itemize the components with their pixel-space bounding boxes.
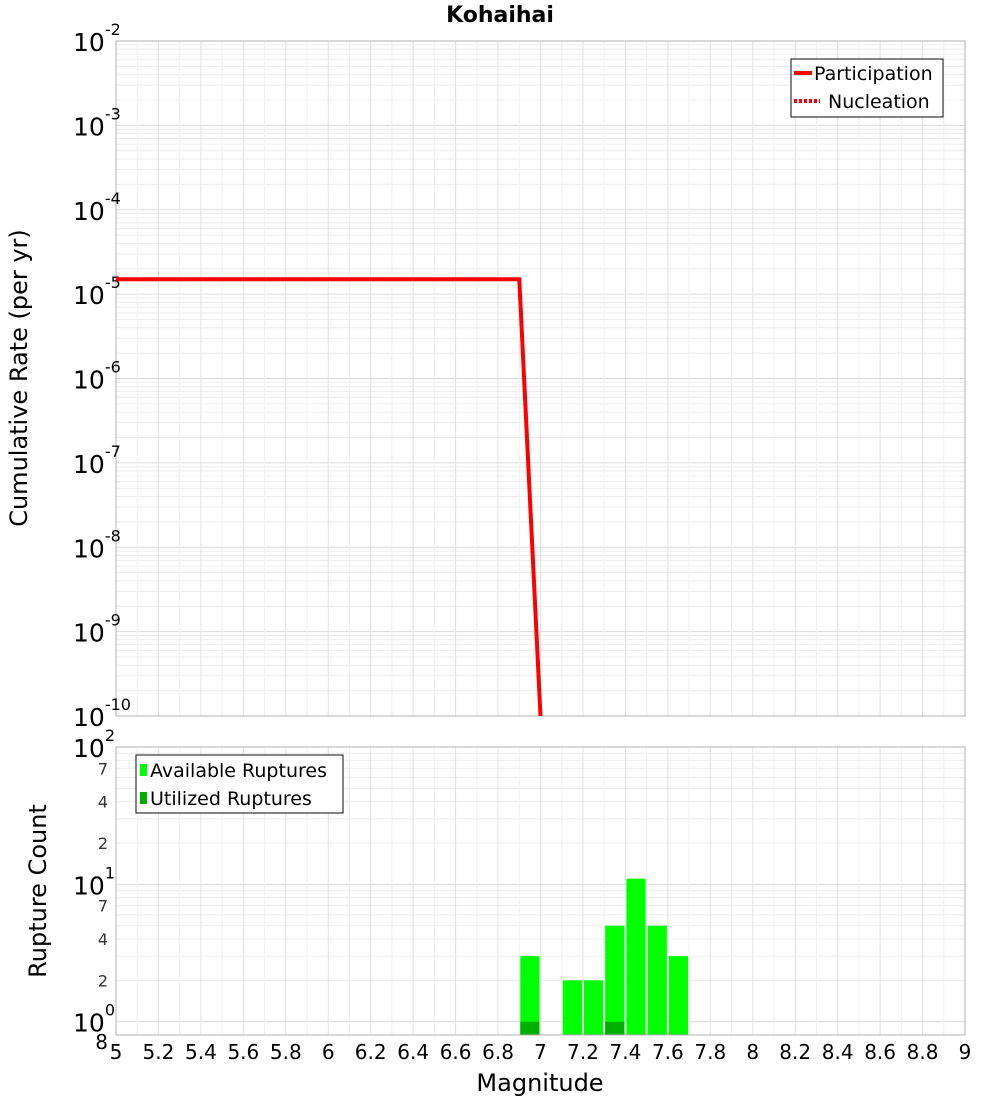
x-axis-ticks: 5 5.2 5.4 5.6 5.8 6 6.2 6.4 6.6 6.8 7 7.2 7.4 7.6 7.8 8… [110,1040,972,1064]
bottom-y-minor-tick-label: 2 [98,834,108,853]
x-tick-label: 5.2 [143,1040,175,1064]
top-plot: 10-2 10-3 10-4 10-5 10-6 10-7 10-8 10-9 10-10 Ko… [5,3,966,732]
x-tick-label: 6.4 [397,1040,429,1064]
available-rupture-bar [626,878,646,1035]
bottom-y-minor-tick-label: 7 [98,897,108,916]
top-y-tick-label: 10-4 [73,189,121,226]
x-tick-label: 8.4 [822,1040,854,1064]
top-y-axis-ticks: 10-2 10-3 10-4 10-5 10-6 10-7 10-8 10-9 10-10 [73,20,131,732]
legend-utilized-swatch [140,792,147,804]
top-y-tick-label: 10-6 [73,358,121,395]
available-rupture-bar [562,980,582,1035]
available-rupture-bar [668,956,689,1035]
x-tick-label: 5.4 [185,1040,217,1064]
legend-participation-label: Participation [814,63,933,85]
x-tick-label: 5.6 [227,1040,259,1064]
top-legend-box [790,58,944,118]
bottom-y-minor-tick-label: 4 [98,793,108,812]
bottom-y-minor-tick-label: 2 [98,971,108,990]
top-plot-grid [115,41,966,717]
x-tick-label: 7 [534,1040,547,1064]
bottom-y-axis-ticks: 100 101 102 8 2 4 7 2 4 7 [73,726,115,1054]
bottom-bars-group [520,878,689,1035]
x-tick-label: 8.2 [779,1040,811,1064]
utilized-rupture-bar [520,1021,540,1035]
top-y-tick-label: 10-9 [73,611,121,648]
top-y-tick-label: 10-10 [73,695,131,732]
chart-title: Kohaihai [446,3,554,28]
available-rupture-bar [520,956,540,1035]
x-tick-label: 6.8 [482,1040,514,1064]
bottom-y-minor-tick-label: 4 [98,930,108,949]
series-line-participation [116,277,543,717]
bottom-y-minor-tick-label: 8 [95,1030,108,1054]
top-y-tick-label: 10-2 [73,20,121,57]
top-y-tick-label: 10-8 [73,526,121,563]
x-axis-label: Magnitude [476,1069,603,1097]
top-y-tick-label: 10-3 [73,104,121,141]
x-tick-label: 7.2 [567,1040,599,1064]
bottom-plot: 100 101 102 8 2 4 7 2 4 7 5 5.2 5.4 5.6 5.8 6 6.2 6.4 6.6… [24,726,971,1097]
top-y-tick-label: 10-5 [73,273,121,310]
bottom-y-major-tick-label: 100 [73,1001,115,1038]
available-rupture-bar [605,925,625,1035]
top-legend: Participation Nucleation [790,58,944,118]
bottom-y-major-tick-label: 102 [73,726,115,763]
x-tick-label: 8 [746,1040,759,1064]
bottom-y-major-tick-label: 101 [73,863,115,900]
x-tick-label: 5 [110,1040,123,1064]
x-tick-label: 8.6 [864,1040,896,1064]
bottom-y-axis-label: Rupture Count [24,804,52,978]
bottom-plot-frame [115,746,966,1036]
bottom-legend-box [135,754,344,814]
top-y-axis-label: Cumulative Rate (per yr) [5,229,33,527]
bottom-y-minor-tick-label: 7 [98,759,108,778]
top-series-group [116,277,543,717]
bottom-legend: Available Ruptures Utilized Ruptures [135,754,344,814]
x-tick-label: 7.4 [609,1040,641,1064]
x-tick-label: 8.8 [907,1040,939,1064]
available-rupture-bar [583,980,604,1035]
x-tick-label: 5.8 [270,1040,302,1064]
legend-utilized-label: Utilized Ruptures [150,788,312,810]
x-tick-label: 7.8 [694,1040,726,1064]
x-tick-label: 9 [959,1040,972,1064]
legend-nucleation-label: Nucleation [828,91,930,113]
top-y-tick-label: 10-7 [73,442,121,479]
x-tick-label: 6.2 [355,1040,387,1064]
legend-available-swatch [140,764,147,776]
x-tick-label: 6 [322,1040,335,1064]
x-tick-label: 6.6 [440,1040,472,1064]
legend-available-label: Available Ruptures [150,760,327,782]
available-rupture-bar [647,925,667,1035]
x-tick-label: 7.6 [652,1040,684,1064]
utilized-rupture-bar [605,1021,625,1035]
